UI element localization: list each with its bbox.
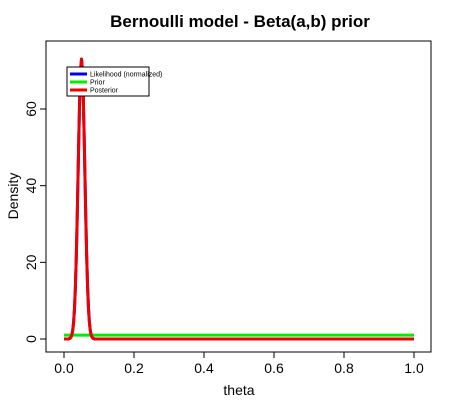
x-tick-label: 0.6 — [264, 360, 284, 376]
y-tick-label: 40 — [23, 178, 39, 194]
legend-label-prior: Prior — [90, 80, 105, 87]
series-line-posterior — [63, 57, 415, 341]
x-tick-label: 0.8 — [334, 360, 354, 376]
series-line-likelihood-normalized — [63, 57, 415, 341]
legend-label-posterior: Posterior — [90, 88, 119, 95]
x-tick-label: 0.4 — [194, 360, 214, 376]
y-axis-label: Density — [5, 173, 21, 220]
y-tick-label: 20 — [23, 254, 39, 270]
x-axis-label: theta — [223, 382, 254, 398]
x-tick-label: 0.2 — [124, 360, 144, 376]
y-tick-label: 60 — [23, 101, 39, 117]
x-axis: 0.0 0.2 0.4 0.6 0.8 1.0 — [54, 351, 424, 376]
chart-title: Bernoulli model - Beta(a,b) prior — [110, 12, 370, 31]
legend-label-likelihood-normalized: Likelihood (normalized) — [90, 72, 162, 79]
y-axis: 0 20 40 60 — [23, 101, 47, 343]
x-tick-label: 1.0 — [404, 360, 424, 376]
x-tick-label: 0.0 — [54, 360, 74, 376]
y-tick-label: 0 — [23, 335, 39, 343]
series-layer — [63, 57, 415, 341]
